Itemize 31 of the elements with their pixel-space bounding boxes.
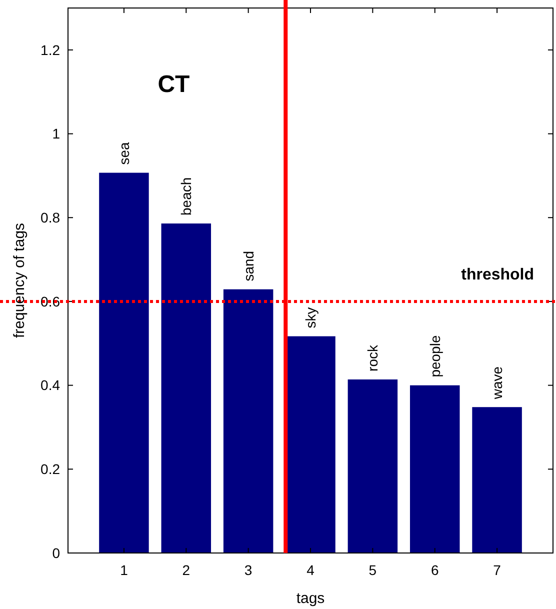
x-tick-label: 2: [182, 562, 190, 578]
y-tick-label: 0.8: [40, 210, 60, 226]
bar: [161, 223, 212, 553]
annotation: people: [426, 335, 443, 378]
bar: [348, 379, 398, 553]
annotation: sea: [116, 142, 132, 165]
x-tick-label: 4: [306, 562, 315, 578]
y-tick-label: 0.2: [40, 461, 60, 478]
x-tick-label: 1: [120, 562, 128, 578]
y-axis-title: frequency of tags: [11, 222, 28, 338]
y-tick-label: 1: [52, 126, 60, 142]
bar: [410, 385, 460, 553]
x-tick-label: 3: [244, 562, 252, 578]
x-tick-label: 6: [430, 562, 439, 578]
y-tick-label: 1.2: [40, 42, 60, 58]
annotation: wave: [489, 366, 506, 400]
annotation: CT: [158, 70, 190, 98]
x-tick-label: 5: [368, 562, 377, 578]
bar: [286, 336, 336, 553]
annotation: beach: [178, 177, 194, 216]
bar: [99, 172, 149, 553]
x-tick-label: 7: [493, 562, 502, 578]
annotation: rock: [364, 344, 381, 372]
annotation: sky: [302, 307, 318, 328]
y-tick-label: 0.4: [40, 377, 60, 394]
y-tick-label: 0: [52, 544, 60, 561]
annotation: sand: [240, 250, 256, 282]
bar: [223, 289, 274, 553]
ref-line-label: threshold: [461, 266, 534, 284]
bar: [472, 407, 522, 553]
x-axis-title: tags: [296, 590, 325, 607]
